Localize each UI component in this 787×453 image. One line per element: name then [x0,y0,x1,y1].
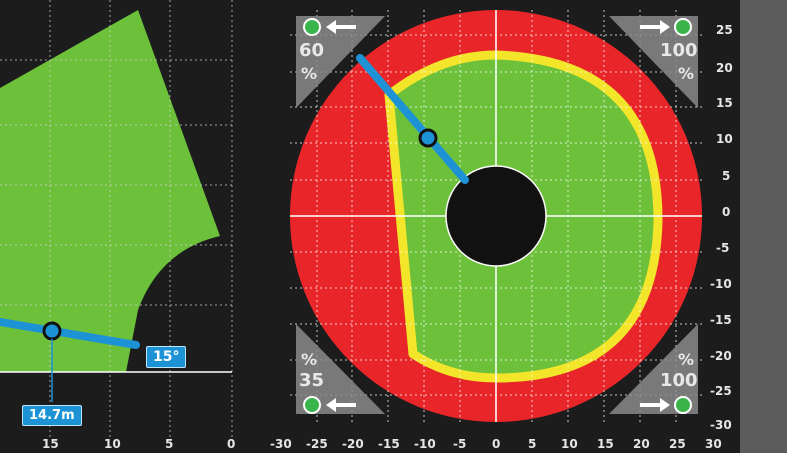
left-x-tick: 5 [165,437,174,451]
status-dot-icon [303,18,692,414]
x-tick: 10 [561,437,578,451]
left-x-tick: 15 [42,437,59,451]
left-x-tick: 10 [104,437,121,451]
x-tick: -25 [306,437,328,451]
y-tick: -20 [710,349,732,363]
left-boom-joint[interactable] [42,321,62,341]
right-top-view [290,10,702,422]
corner-bottom-right-unit: % [678,350,695,369]
x-tick: -5 [453,437,467,451]
x-tick: 15 [597,437,614,451]
center-exclusion [445,165,547,267]
corner-top-right-value: 100 [660,40,698,61]
y-tick: 10 [716,132,733,146]
corner-bottom-right-value: 100 [660,370,698,391]
y-tick: -25 [710,384,732,398]
x-tick: 25 [669,437,686,451]
y-tick: 5 [722,169,731,183]
y-tick: 25 [716,23,733,37]
x-tick: -20 [342,437,364,451]
angle-badge: 15° [146,346,187,368]
y-tick: 0 [722,205,731,219]
left-x-tick: 0 [227,437,236,451]
y-tick: -5 [716,241,730,255]
corner-bottom-left-unit: % [301,350,318,369]
y-tick: -15 [710,313,732,327]
left-boom-line [0,318,140,349]
x-tick: 5 [528,437,537,451]
arrow-left-icon [326,20,356,412]
arrow-right-icon [640,20,670,412]
left-range-view [0,0,233,440]
y-tick: 20 [716,61,733,75]
y-tick: -10 [710,277,732,291]
radius-badge: 14.7m [22,405,82,426]
x-tick: 20 [633,437,650,451]
corner-top-left-unit: % [301,64,318,83]
right-side-bezel [740,0,787,453]
y-tick: 15 [716,96,733,110]
corner-top-left-value: 60 [299,40,325,61]
corner-bottom-left-value: 35 [299,370,325,391]
x-tick: -15 [378,437,400,451]
right-boom-line [356,54,469,184]
x-tick: 0 [492,437,501,451]
x-tick: -10 [414,437,436,451]
y-tick: -30 [710,418,732,432]
corner-top-right-unit: % [678,64,695,83]
right-boom-joint[interactable] [418,128,438,148]
x-tick: 30 [705,437,722,451]
x-tick: -30 [270,437,292,451]
